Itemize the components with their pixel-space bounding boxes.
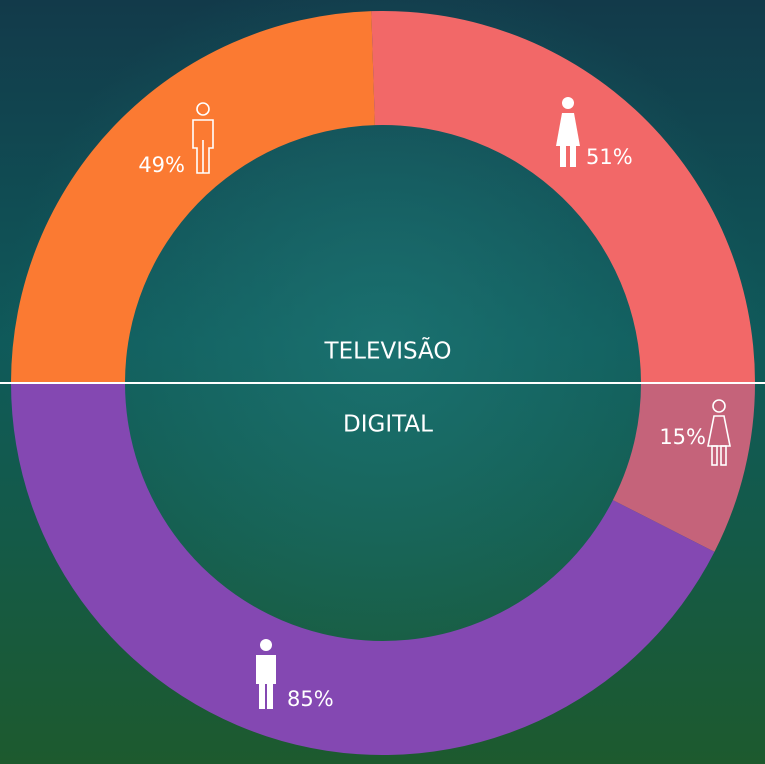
chart-title: TELEVISÃO xyxy=(324,337,452,365)
chart-title: DIGITAL xyxy=(343,412,433,438)
value-label: 49% xyxy=(138,153,185,177)
value-label: 15% xyxy=(659,425,706,449)
value-label: 85% xyxy=(287,687,334,711)
value-label: 51% xyxy=(586,145,633,169)
infographic: TELEVISÃO DIGITAL 49% 51% 15% 85% xyxy=(0,0,765,764)
